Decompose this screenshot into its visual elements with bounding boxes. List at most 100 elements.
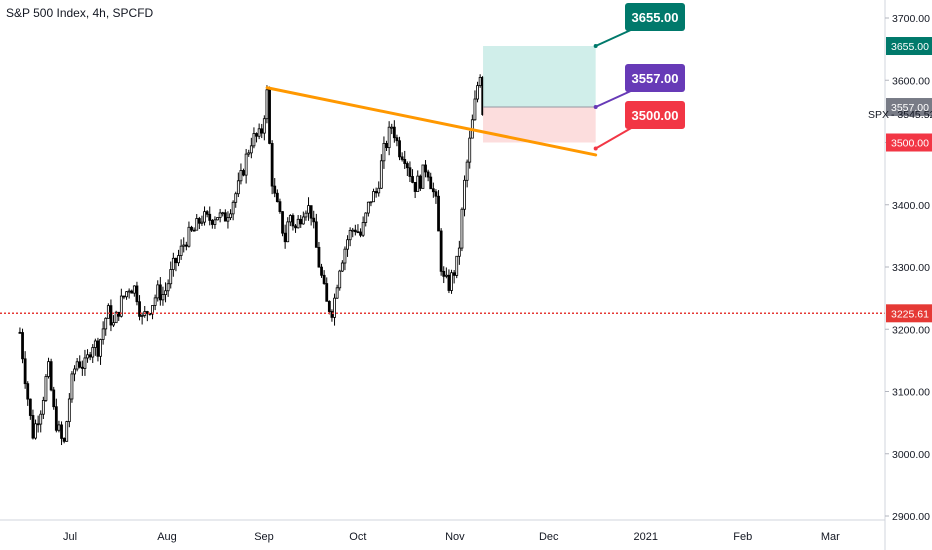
candle-body bbox=[145, 311, 149, 314]
entry-price-tag-bg bbox=[886, 98, 932, 117]
candle-body bbox=[340, 262, 344, 272]
candle-body bbox=[286, 221, 290, 243]
support-price-tag-text: 3225.61 bbox=[891, 308, 929, 320]
candle bbox=[65, 420, 69, 442]
candle bbox=[190, 225, 193, 232]
trendline[interactable] bbox=[265, 86, 598, 157]
candle-body bbox=[361, 222, 365, 236]
candle-body bbox=[47, 361, 50, 377]
candle-body bbox=[426, 171, 430, 178]
drawings-layer[interactable]: 3655.00 3557.00 3500.00 bbox=[0, 3, 885, 315]
candle bbox=[262, 115, 266, 141]
candle-body bbox=[174, 257, 178, 264]
candle bbox=[62, 437, 66, 444]
candle bbox=[138, 295, 141, 321]
candle-body bbox=[372, 191, 375, 203]
support-price-tag-bg bbox=[886, 304, 932, 323]
candle bbox=[70, 371, 74, 403]
stop-callout[interactable]: 3500.00 bbox=[593, 101, 685, 151]
candle-body bbox=[75, 361, 79, 370]
time-axis-label: Feb bbox=[733, 531, 752, 543]
candle bbox=[478, 74, 482, 88]
candle-body bbox=[338, 270, 342, 289]
candle bbox=[93, 338, 97, 356]
candle-body bbox=[439, 230, 443, 272]
target-price-tag[interactable]: 3655.00 bbox=[886, 37, 932, 56]
candle bbox=[36, 415, 40, 433]
candle-body bbox=[60, 424, 63, 439]
candle bbox=[333, 293, 336, 326]
candle-body bbox=[99, 339, 102, 357]
candle bbox=[359, 228, 362, 238]
candle-body bbox=[236, 180, 240, 195]
candle-body bbox=[346, 239, 349, 250]
candle-body bbox=[231, 201, 235, 215]
candle-body bbox=[312, 217, 316, 223]
candle-body bbox=[41, 400, 45, 415]
candle bbox=[26, 381, 30, 406]
candle-body bbox=[468, 137, 472, 163]
candle bbox=[385, 140, 388, 151]
time-axis-label: Mar bbox=[821, 531, 840, 543]
candle bbox=[244, 148, 248, 184]
candle-body bbox=[322, 274, 326, 284]
candle bbox=[281, 211, 284, 237]
candle bbox=[312, 210, 316, 229]
candle bbox=[468, 130, 472, 169]
entry-callout-text: 3557.00 bbox=[632, 71, 679, 86]
candle bbox=[231, 200, 235, 221]
candle-body bbox=[190, 226, 193, 231]
candle bbox=[218, 208, 222, 223]
candle-body bbox=[387, 126, 391, 149]
candle-body bbox=[265, 89, 269, 120]
candle-body bbox=[239, 170, 243, 182]
candle bbox=[208, 206, 212, 226]
profit-zone[interactable] bbox=[483, 46, 596, 108]
candle bbox=[239, 163, 243, 185]
candle-body bbox=[200, 221, 204, 224]
candle bbox=[437, 190, 440, 232]
candle bbox=[39, 410, 43, 433]
stop-price-tag[interactable]: 3500.00 bbox=[886, 133, 932, 152]
target-callout-box bbox=[625, 3, 685, 31]
candle-body bbox=[325, 283, 329, 302]
candle-body bbox=[109, 305, 113, 326]
candle bbox=[23, 351, 27, 389]
candle-body bbox=[244, 153, 248, 176]
candle-body bbox=[205, 211, 209, 215]
candle bbox=[439, 228, 443, 276]
candle-body bbox=[140, 315, 144, 317]
candle-body bbox=[158, 284, 162, 301]
candle-body bbox=[291, 215, 295, 227]
support-price-tag[interactable]: 3225.61 bbox=[886, 304, 932, 323]
candle-body bbox=[296, 218, 300, 229]
time-axis[interactable]: Jul Aug Sep Oct Nov Dec 2021 Feb Mar bbox=[0, 519, 885, 543]
price-axis[interactable]: 2900.00 3000.00 3100.00 3200.00 3300.00 3400.… bbox=[868, 0, 932, 550]
price-axis-label: 3000.00 bbox=[892, 449, 930, 461]
candle bbox=[392, 120, 396, 143]
candle-body bbox=[177, 255, 180, 264]
candle bbox=[408, 161, 412, 183]
candle bbox=[145, 310, 149, 322]
candle bbox=[229, 209, 232, 221]
candle-body bbox=[132, 285, 136, 294]
price-axis-label: 3600.00 bbox=[892, 75, 930, 87]
candle-body bbox=[273, 185, 277, 194]
candle bbox=[364, 212, 368, 227]
entry-callout[interactable]: 3557.00 bbox=[593, 64, 685, 110]
target-callout[interactable]: 3655.00 bbox=[593, 3, 685, 49]
candle bbox=[270, 140, 274, 195]
candle bbox=[158, 277, 162, 306]
candle-body bbox=[171, 257, 175, 270]
entry-price-tag[interactable]: 3557.00 bbox=[886, 98, 932, 117]
target-price-tag-text: 3655.00 bbox=[891, 41, 929, 53]
stop-zone[interactable] bbox=[483, 107, 596, 143]
candle-body bbox=[218, 212, 222, 218]
candle-body bbox=[304, 212, 308, 218]
candle-body bbox=[366, 201, 370, 214]
candle-body bbox=[434, 191, 438, 197]
candle bbox=[132, 285, 136, 297]
time-axis-label: 2021 bbox=[633, 531, 657, 543]
